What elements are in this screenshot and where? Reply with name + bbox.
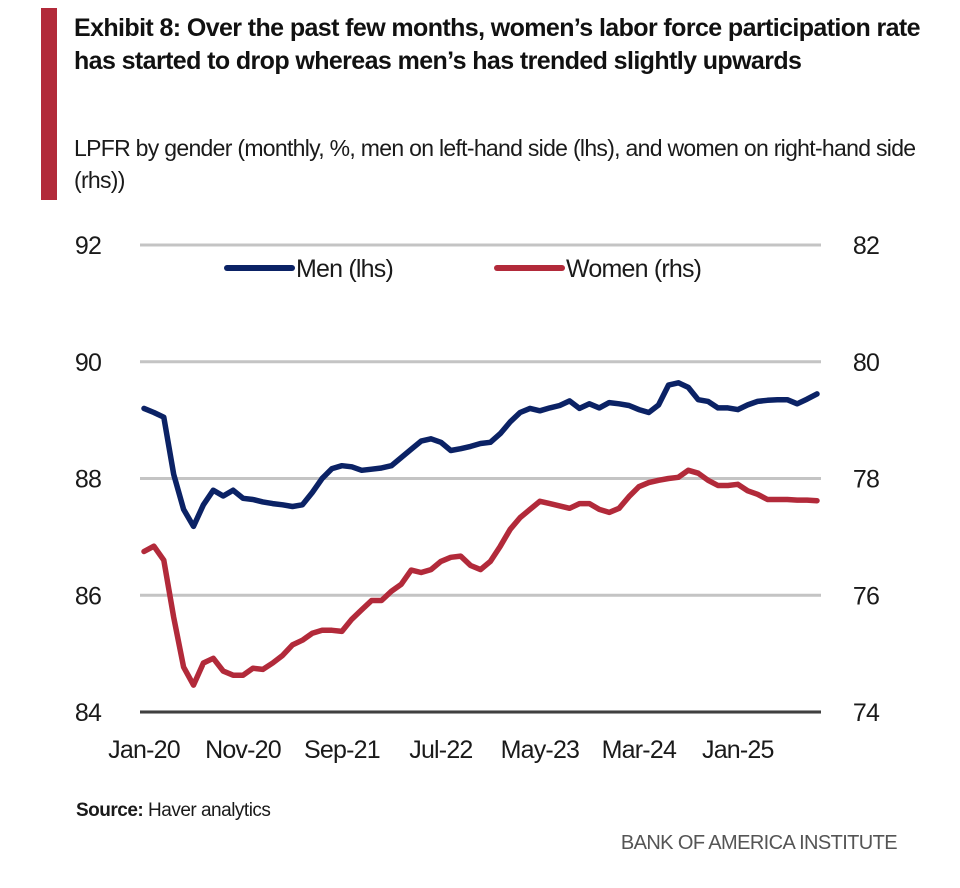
legend-item-women: Women (rhs) xyxy=(494,255,702,283)
x-tick-label: Nov-20 xyxy=(205,736,281,764)
x-tick-label: Jan-25 xyxy=(702,736,774,764)
source-note: Source: Haver analytics xyxy=(76,800,271,822)
x-tick-label: Jan-20 xyxy=(108,736,180,764)
brand-logo-text: BANK OF AMERICA INSTITUTE xyxy=(620,832,898,854)
y-right-tick-label: 74 xyxy=(853,699,880,727)
series-line-women xyxy=(141,467,820,688)
legend-item-men: Men (lhs) xyxy=(224,255,394,283)
y-axis-left: 84 86 88 90 92 xyxy=(75,232,103,727)
y-right-tick-label: 80 xyxy=(853,349,879,377)
y-left-tick-label: 84 xyxy=(75,699,102,727)
x-tick-label: May-23 xyxy=(501,736,580,764)
legend-label-men: Men (lhs) xyxy=(296,255,393,283)
legend: Men (lhs) Women (rhs) xyxy=(224,255,702,283)
y-left-tick-label: 92 xyxy=(75,232,101,260)
x-tick-label: Sep-21 xyxy=(304,736,380,764)
y-left-tick-label: 86 xyxy=(75,582,101,610)
chart-subtitle: LPFR by gender (monthly, %, men on left-… xyxy=(74,135,916,193)
series-line-men xyxy=(141,380,820,530)
y-left-tick-label: 90 xyxy=(75,349,101,377)
series-lines xyxy=(141,380,820,688)
chart-title: Exhibit 8: Over the past few months, wom… xyxy=(74,14,921,75)
source-label: Source: xyxy=(76,800,144,821)
y-left-tick-label: 88 xyxy=(75,466,101,494)
legend-label-women: Women (rhs) xyxy=(566,255,701,283)
x-tick-label: Mar-24 xyxy=(602,736,677,764)
y-right-tick-label: 82 xyxy=(853,232,879,260)
accent-bar xyxy=(41,8,57,200)
x-tick-label: Jul-22 xyxy=(409,736,472,764)
gridlines xyxy=(140,243,821,714)
y-axis-right: 74 76 78 80 82 xyxy=(853,232,881,727)
y-right-tick-label: 76 xyxy=(853,582,879,610)
source-text: Haver analytics xyxy=(148,800,271,821)
x-axis: Jan-20 Nov-20 Sep-21 Jul-22 May-23 Mar-24 Jan-… xyxy=(108,736,774,764)
y-right-tick-label: 78 xyxy=(853,466,879,494)
